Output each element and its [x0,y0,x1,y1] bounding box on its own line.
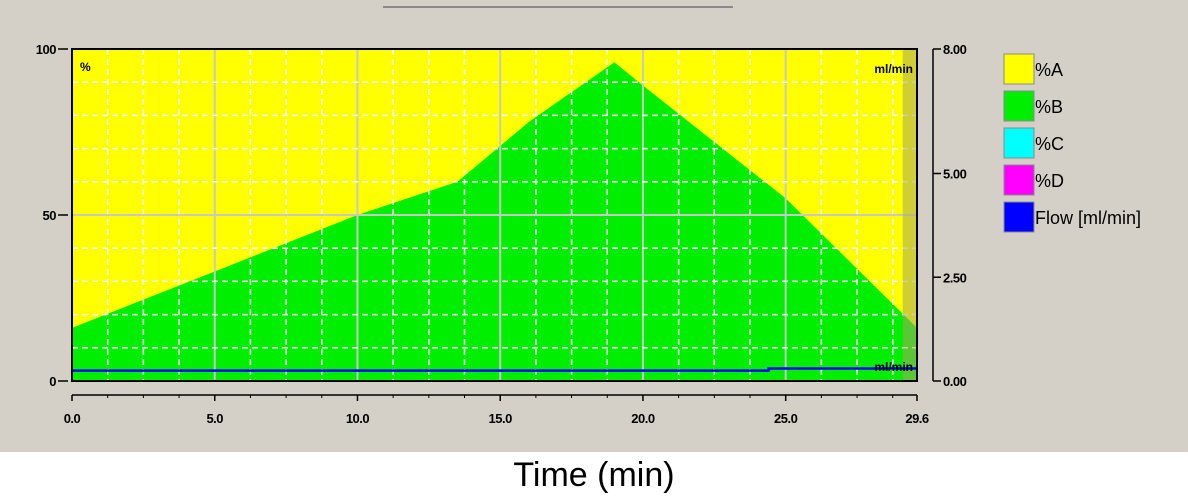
right-unit-label-top: ml/min [874,62,913,76]
y-left-tick-label: 0 [49,374,56,389]
legend-swatch [1003,53,1035,85]
x-tick-label: 15.0 [489,411,513,426]
panel-top-divider [383,6,733,8]
y-right-tick-label: 0.00 [943,374,967,389]
x-axis: 0.0 5.0 10.0 15.0 20.0 25.0 29.6 [64,394,929,426]
legend: %A %B %C %D Flow [ml/min] [1003,53,1141,233]
x-tick-label: 0.0 [64,411,81,426]
legend-label: %B [1035,97,1063,117]
y-left-tick-label: 100 [36,42,56,57]
legend-swatch [1003,127,1035,159]
legend-swatch [1003,164,1035,196]
legend-label: %A [1035,60,1063,80]
flow-series-line [72,367,917,372]
y-right-tick-label: 5.00 [943,167,967,182]
end-hatched-region [902,49,917,381]
gradient-chart: 0.0 5.0 10.0 15.0 20.0 25.0 29.6 0 50 100 0.00 2.… [36,42,1141,426]
y-axis-left: 0 50 100 [36,42,68,389]
horizontal-gridlines [72,81,917,349]
legend-label: %D [1035,171,1064,191]
x-tick-label: 10.0 [346,411,370,426]
series-b-area [72,62,917,381]
x-tick-label: 29.6 [905,411,929,426]
x-axis-title: Time (min) [513,456,675,494]
right-unit-label-bottom: ml/min [874,360,913,374]
y-left-tick-label: 50 [43,208,57,223]
y-axis-right: 0.00 2.50 5.00 8.00 [932,42,967,389]
x-tick-label: 5.0 [206,411,223,426]
legend-swatch [1003,90,1035,122]
legend-label: %C [1035,134,1064,154]
y-right-tick-label: 2.50 [943,270,967,285]
x-tick-label: 20.0 [631,411,655,426]
left-unit-label: % [80,60,91,74]
legend-label: Flow [ml/min] [1035,208,1141,228]
plot-border [71,48,918,382]
x-tick-label: 25.0 [774,411,798,426]
y-right-tick-label: 8.00 [943,42,967,57]
legend-swatch [1003,201,1035,233]
